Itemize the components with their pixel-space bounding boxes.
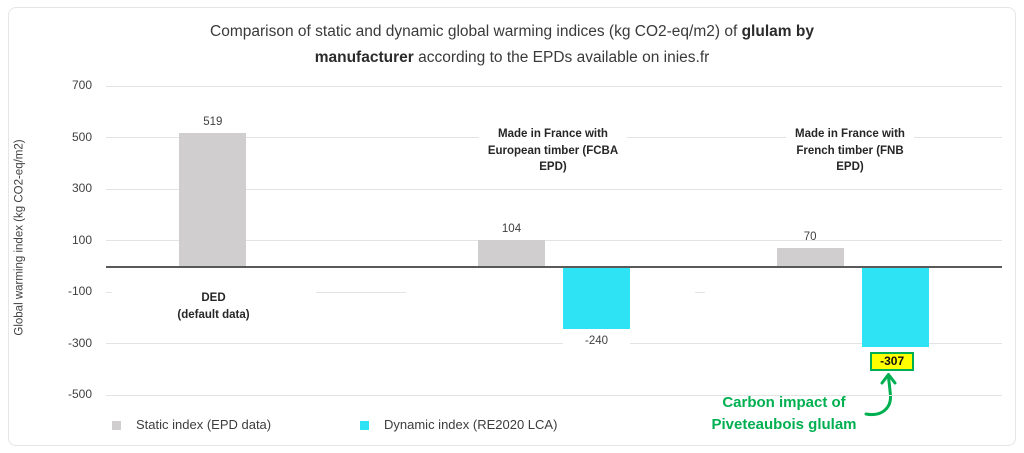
title-text: according to the EPDs available on inies… xyxy=(413,49,710,66)
title-text: Comparison of static and dynamic global … xyxy=(210,23,742,40)
y-tick-label: 700 xyxy=(71,78,92,93)
value-label-dynamic-1: -240 xyxy=(563,335,630,348)
bar-dynamic-2 xyxy=(861,267,929,347)
gridline xyxy=(106,343,1002,345)
category-label-line: EPD) xyxy=(539,161,567,173)
category-label-line: Made in France with xyxy=(498,128,608,140)
gridline xyxy=(106,240,1002,242)
y-tick-label: 500 xyxy=(71,129,92,144)
annotation-line2: Piveteaubois glulam xyxy=(711,416,857,433)
y-tick-label: -100 xyxy=(67,284,92,299)
gridline xyxy=(106,188,1002,190)
category-label-2: Made in France with French timber (FNB EPD… xyxy=(786,124,914,178)
chart-title-line1: Comparison of static and dynamic global … xyxy=(0,19,1024,45)
gridline xyxy=(106,85,1002,87)
title-text-bold: glulam by xyxy=(741,23,814,40)
bar-static-2 xyxy=(776,248,844,267)
y-axis-title: Global warming index (kg CO2-eq/m2) xyxy=(13,139,26,336)
annotation-line1: Carbon impact of xyxy=(722,394,846,411)
label-cover xyxy=(406,284,695,300)
chart-title: Comparison of static and dynamic global … xyxy=(0,19,1024,71)
label-cover xyxy=(705,284,1002,300)
chart-title-line2: manufacturer according to the EPDs avail… xyxy=(0,45,1024,71)
annotation-carbon-impact: Carbon impact of Piveteaubois glulam xyxy=(659,392,909,436)
legend-label-dynamic: Dynamic index (RE2020 LCA) xyxy=(384,417,558,432)
legend-swatch-dynamic xyxy=(360,421,369,430)
category-label-1: Made in France with European timber (FCBA… xyxy=(478,124,628,178)
category-label-line: (default data) xyxy=(177,308,250,321)
value-label-static-0: 519 xyxy=(203,115,223,128)
highlighted-value-label: -307 xyxy=(870,351,915,371)
y-tick-label: -300 xyxy=(67,335,92,350)
bar-dynamic-1 xyxy=(563,267,630,330)
category-label-0: DED (default data) xyxy=(111,288,316,325)
x-axis-line xyxy=(106,265,1002,268)
chart-card-border xyxy=(8,7,1016,446)
legend-swatch-static xyxy=(112,421,121,430)
bar-static-1 xyxy=(478,239,545,267)
category-label-line: European timber (FCBA xyxy=(487,144,619,157)
value-label-static-2: 70 xyxy=(803,231,817,244)
y-tick-label: 300 xyxy=(71,181,92,196)
y-tick-label: -500 xyxy=(67,387,92,402)
category-label-line: DED xyxy=(201,292,226,304)
category-label-line: French timber (FNB xyxy=(796,144,904,157)
title-text-bold: manufacturer xyxy=(314,49,414,66)
value-label-static-1: 104 xyxy=(501,222,522,235)
bar-static-0 xyxy=(179,132,247,267)
y-tick-label: 100 xyxy=(71,232,92,247)
gridline xyxy=(106,394,1002,396)
category-label-line: EPD) xyxy=(836,161,864,173)
category-label-line: Made in France with xyxy=(795,128,905,140)
legend-label-static: Static index (EPD data) xyxy=(136,417,272,432)
